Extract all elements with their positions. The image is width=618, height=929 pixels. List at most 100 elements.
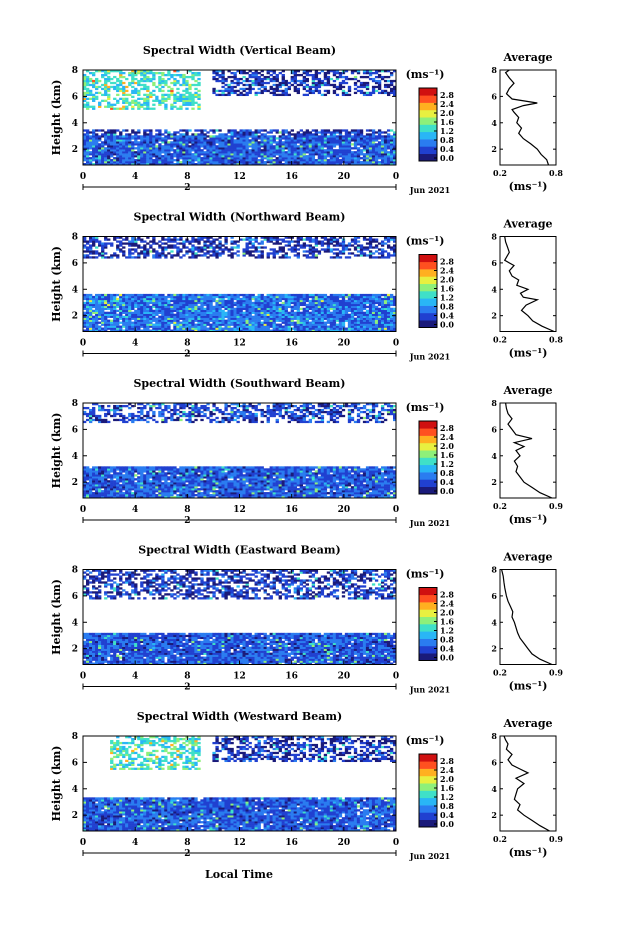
- heatmap-cell: [284, 307, 288, 311]
- heatmap-cell: [323, 135, 328, 138]
- heatmap-cell: [290, 315, 294, 318]
- heatmap-cell: [182, 79, 186, 83]
- heatmap-cell: [233, 73, 237, 77]
- heatmap-cell: [182, 303, 186, 307]
- heatmap-cell: [209, 149, 213, 152]
- heatmap-cell: [83, 151, 87, 154]
- heatmap-cell: [356, 297, 361, 301]
- heatmap-cell: [185, 99, 189, 102]
- heatmap-cell: [338, 256, 343, 259]
- heatmap-cell: [299, 311, 303, 314]
- heatmap-cell: [149, 95, 153, 99]
- heatmap-cell: [155, 254, 159, 257]
- heatmap-cell: [326, 91, 331, 95]
- heatmap-cell: [251, 325, 255, 328]
- heatmap-cell: [188, 87, 192, 91]
- heatmap-cell: [98, 155, 102, 158]
- heatmap-cell: [131, 236, 135, 239]
- heatmap-cell: [98, 157, 102, 160]
- heatmap-cell: [254, 317, 258, 320]
- heatmap-cell: [110, 329, 114, 332]
- heatmap-cell: [281, 303, 285, 307]
- heatmap-cell: [221, 93, 225, 97]
- heatmap-cell: [173, 323, 177, 326]
- heatmap-cell: [353, 323, 358, 326]
- heatmap-cell: [251, 75, 255, 79]
- heatmap-cell: [101, 250, 105, 253]
- heatmap-cell: [344, 70, 349, 73]
- heatmap-cell: [128, 157, 132, 160]
- heatmap-cell: [386, 85, 391, 89]
- heatmap-cell: [158, 103, 162, 106]
- heatmap-cell: [341, 325, 346, 328]
- heatmap-cell: [176, 252, 180, 255]
- heatmap-cell: [149, 323, 153, 326]
- heatmap-cell: [371, 327, 376, 330]
- heatmap-cell: [284, 155, 288, 158]
- heatmap-cell: [185, 295, 189, 299]
- heatmap-cell: [107, 321, 111, 324]
- heatmap-cell: [293, 141, 297, 144]
- heatmap-cell: [371, 131, 376, 134]
- heatmap-cell: [299, 299, 303, 303]
- heatmap-cell: [239, 327, 243, 330]
- heatmap-cell: [95, 315, 99, 318]
- heatmap-cell: [368, 236, 373, 239]
- heatmap-cell: [167, 131, 171, 134]
- heatmap-cell: [116, 79, 120, 83]
- heatmap-cell: [143, 305, 147, 309]
- heatmap-cell: [314, 309, 319, 313]
- heatmap-cell: [230, 137, 234, 140]
- heatmap-cell: [350, 135, 355, 138]
- heatmap-cell: [254, 147, 258, 150]
- heatmap-cell: [251, 153, 255, 156]
- heatmap-cell: [293, 317, 297, 320]
- heatmap-cell: [119, 89, 123, 93]
- heatmap-cell: [284, 244, 288, 247]
- heatmap-cell: [107, 87, 111, 91]
- heatmap-cell: [335, 159, 340, 162]
- heatmap-cell: [197, 246, 201, 249]
- heatmap-cell: [335, 303, 340, 307]
- heatmap-cell: [89, 147, 93, 150]
- heatmap-cell: [170, 246, 174, 249]
- heatmap-cell: [182, 240, 186, 243]
- heatmap-cell: [287, 149, 291, 152]
- heatmap-cell: [176, 149, 180, 152]
- heatmap-cell: [167, 77, 171, 81]
- heatmap-cell: [83, 87, 87, 91]
- heatmap-cell: [146, 315, 150, 318]
- heatmap-cell: [101, 83, 105, 87]
- heatmap-cell: [134, 319, 138, 322]
- heatmap-cell: [161, 71, 165, 75]
- heatmap-cell: [317, 141, 322, 144]
- heatmap-cell: [338, 325, 343, 328]
- heatmap-cell: [317, 295, 322, 299]
- heatmap-cell: [227, 157, 231, 160]
- heatmap-cell: [167, 295, 171, 299]
- heatmap-cell: [137, 149, 141, 152]
- heatmap-cell: [314, 250, 319, 253]
- heatmap-cell: [275, 145, 279, 148]
- heatmap-cell: [122, 329, 126, 332]
- heatmap-cell: [122, 238, 126, 241]
- heatmap-cell: [128, 145, 132, 148]
- heatmap-cell: [215, 295, 219, 299]
- heatmap-cell: [119, 311, 123, 314]
- heatmap-cell: [125, 159, 129, 162]
- heatmap-cell: [251, 327, 255, 330]
- heatmap-cell: [224, 89, 228, 93]
- heatmap-cell: [272, 141, 276, 144]
- heatmap-cell: [116, 297, 120, 301]
- heatmap-cell: [392, 91, 397, 95]
- heatmap-cell: [275, 313, 279, 316]
- heatmap-cell: [212, 155, 216, 158]
- heatmap-cell: [260, 159, 264, 162]
- heatmap-cell: [122, 153, 126, 156]
- heatmap-cell: [392, 163, 397, 166]
- heatmap-cell: [245, 129, 249, 132]
- heatmap-cell: [128, 297, 132, 301]
- heatmap-cell: [281, 297, 285, 301]
- heatmap-cell: [95, 137, 99, 140]
- heatmap-cell: [134, 135, 138, 138]
